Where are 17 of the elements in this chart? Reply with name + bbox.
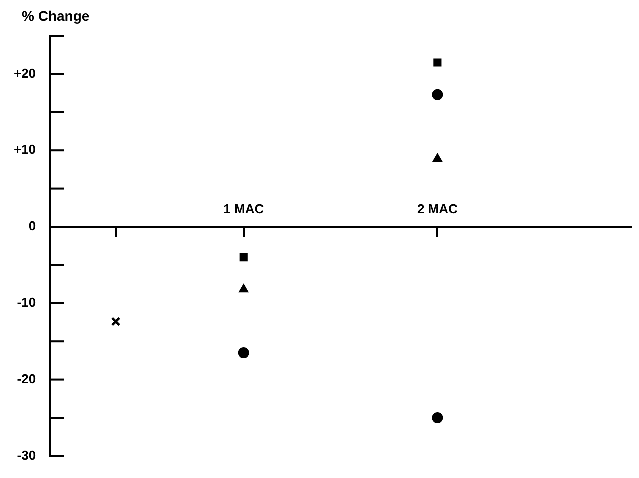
- point: [432, 89, 444, 100]
- y-tick-label: +10: [14, 142, 36, 158]
- y-tick-label: -30: [17, 448, 36, 463]
- point: [239, 284, 249, 293]
- x-tick-label: 1 MAC: [224, 201, 265, 216]
- x-tick-label: 2 MAC: [417, 201, 459, 216]
- y-tick-label: -20: [17, 371, 36, 386]
- point: [238, 348, 250, 359]
- y-axis-title: % Change: [22, 8, 90, 24]
- point: [432, 154, 443, 162]
- point: [434, 58, 442, 67]
- point: [111, 316, 121, 327]
- point: [432, 412, 444, 424]
- y-tick-label: +20: [14, 66, 36, 81]
- y-tick-label: 0: [28, 218, 36, 234]
- y-tick-label: -10: [17, 294, 36, 310]
- point: [240, 254, 248, 262]
